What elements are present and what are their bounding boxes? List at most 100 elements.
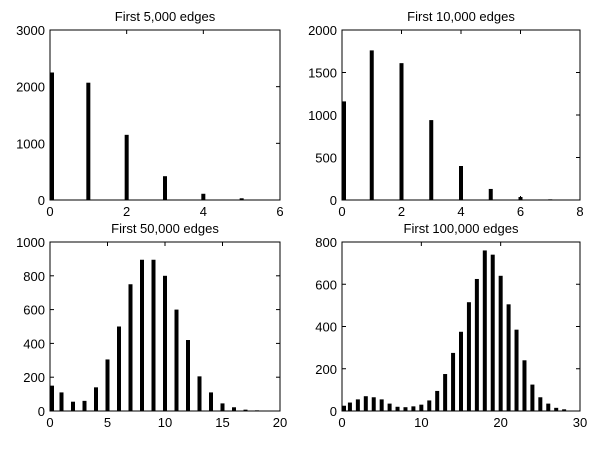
bar-13 — [197, 376, 202, 411]
x-tick-label: 4 — [200, 204, 207, 219]
bar-1 — [347, 402, 352, 411]
bar-23 — [522, 360, 527, 411]
bar-16 — [466, 302, 471, 411]
bar-5 — [239, 198, 244, 200]
bar-22 — [514, 329, 519, 411]
x-tick-label: 8 — [576, 204, 583, 219]
x-tick-label: 0 — [46, 415, 53, 430]
bar-8 — [403, 407, 408, 411]
y-tick-label: 600 — [315, 277, 337, 292]
bar-18 — [482, 250, 487, 411]
bar-27 — [554, 407, 559, 411]
bar-10 — [163, 275, 167, 411]
x-tick-label: 10 — [414, 415, 428, 430]
bar-17 — [474, 278, 479, 411]
x-tick-label: 2 — [123, 204, 130, 219]
x-tick-label: 0 — [338, 204, 345, 219]
y-tick-label: 400 — [315, 320, 337, 335]
bar-25 — [538, 397, 543, 411]
bar-2 — [355, 399, 360, 411]
bar-24 — [530, 384, 535, 411]
chart-title: First 100,000 edges — [404, 221, 519, 236]
bar-14 — [451, 352, 456, 411]
y-tick-label: 200 — [23, 370, 45, 385]
bar-2 — [124, 134, 129, 200]
bar-0 — [50, 385, 54, 411]
y-tick-label: 500 — [315, 151, 337, 166]
bar-5 — [488, 188, 493, 200]
subplot-first-5000-edges: 0 2 4 6 0 1000 2000 3000 First 5,000 edges — [16, 9, 284, 219]
bar-2 — [399, 63, 404, 201]
bar-9 — [411, 406, 416, 411]
y-tick-label: 0 — [38, 404, 45, 419]
x-tick-label: 30 — [573, 415, 587, 430]
y-tick-label: 0 — [330, 193, 337, 208]
x-tick-label: 5 — [104, 415, 111, 430]
bar-3 — [429, 120, 434, 200]
y-tick-label: 0 — [330, 404, 337, 419]
chart-title: First 5,000 edges — [115, 9, 216, 24]
bar-5 — [379, 399, 384, 411]
bar-4 — [371, 397, 376, 411]
subplot-first-100000-edges: 0 10 20 30 0 200 400 600 800 First 100,000 edges — [315, 221, 587, 430]
bar-0 — [342, 101, 346, 200]
bar-15 — [459, 331, 463, 411]
x-tick-label: 0 — [338, 415, 345, 430]
y-tick-label: 0 — [38, 193, 45, 208]
bar-8 — [140, 259, 144, 411]
bar-11 — [174, 309, 179, 411]
x-tick-label: 6 — [276, 204, 283, 219]
bar-1 — [369, 50, 374, 201]
bar-11 — [427, 400, 432, 411]
bar-9 — [151, 259, 156, 411]
y-tick-label: 800 — [315, 235, 337, 250]
chart-title: First 50,000 edges — [111, 221, 219, 236]
bar-19 — [490, 254, 495, 411]
y-tick-label: 1000 — [16, 235, 45, 250]
x-tick-label: 20 — [493, 415, 507, 430]
y-tick-label: 800 — [23, 269, 45, 284]
bar-3 — [82, 400, 87, 411]
x-tick-label: 4 — [457, 204, 464, 219]
bar-4 — [94, 387, 98, 411]
bar-3 — [163, 176, 167, 200]
bar-13 — [443, 374, 448, 411]
x-tick-label: 2 — [398, 204, 405, 219]
y-tick-label: 2000 — [16, 80, 45, 95]
bar-1 — [59, 392, 64, 411]
y-tick-label: 2000 — [308, 23, 337, 38]
bar-17 — [243, 409, 248, 411]
bar-0 — [50, 72, 54, 200]
x-tick-label: 15 — [215, 415, 229, 430]
y-tick-label: 1000 — [308, 108, 337, 123]
bar-1 — [86, 82, 91, 200]
bar-3 — [363, 396, 368, 411]
x-tick-label: 10 — [158, 415, 172, 430]
y-tick-label: 200 — [315, 362, 337, 377]
bar-21 — [506, 304, 511, 411]
bar-6 — [117, 326, 121, 411]
bar-6 — [387, 403, 392, 411]
bar-0 — [342, 405, 346, 411]
bar-26 — [546, 403, 551, 411]
bar-2 — [71, 401, 75, 411]
bar-20 — [498, 275, 503, 411]
x-tick-label: 0 — [46, 204, 53, 219]
y-tick-label: 600 — [23, 303, 45, 318]
y-tick-label: 1000 — [16, 136, 45, 151]
chart-title: First 10,000 edges — [407, 9, 515, 24]
axes-box — [49, 29, 281, 201]
bar-12 — [435, 390, 440, 411]
y-tick-label: 3000 — [16, 23, 45, 38]
x-tick-label: 6 — [517, 204, 524, 219]
bar-7 — [128, 284, 133, 411]
subplot-first-10000-edges: 0 2 4 6 8 0 500 1000 1500 2000 First 10,000 edges — [308, 9, 584, 219]
bar-5 — [105, 359, 110, 411]
y-tick-label: 1500 — [308, 66, 337, 81]
bar-28 — [562, 409, 567, 411]
bar-7 — [395, 406, 400, 411]
bar-16 — [232, 407, 236, 411]
x-tick-label: 20 — [273, 415, 287, 430]
